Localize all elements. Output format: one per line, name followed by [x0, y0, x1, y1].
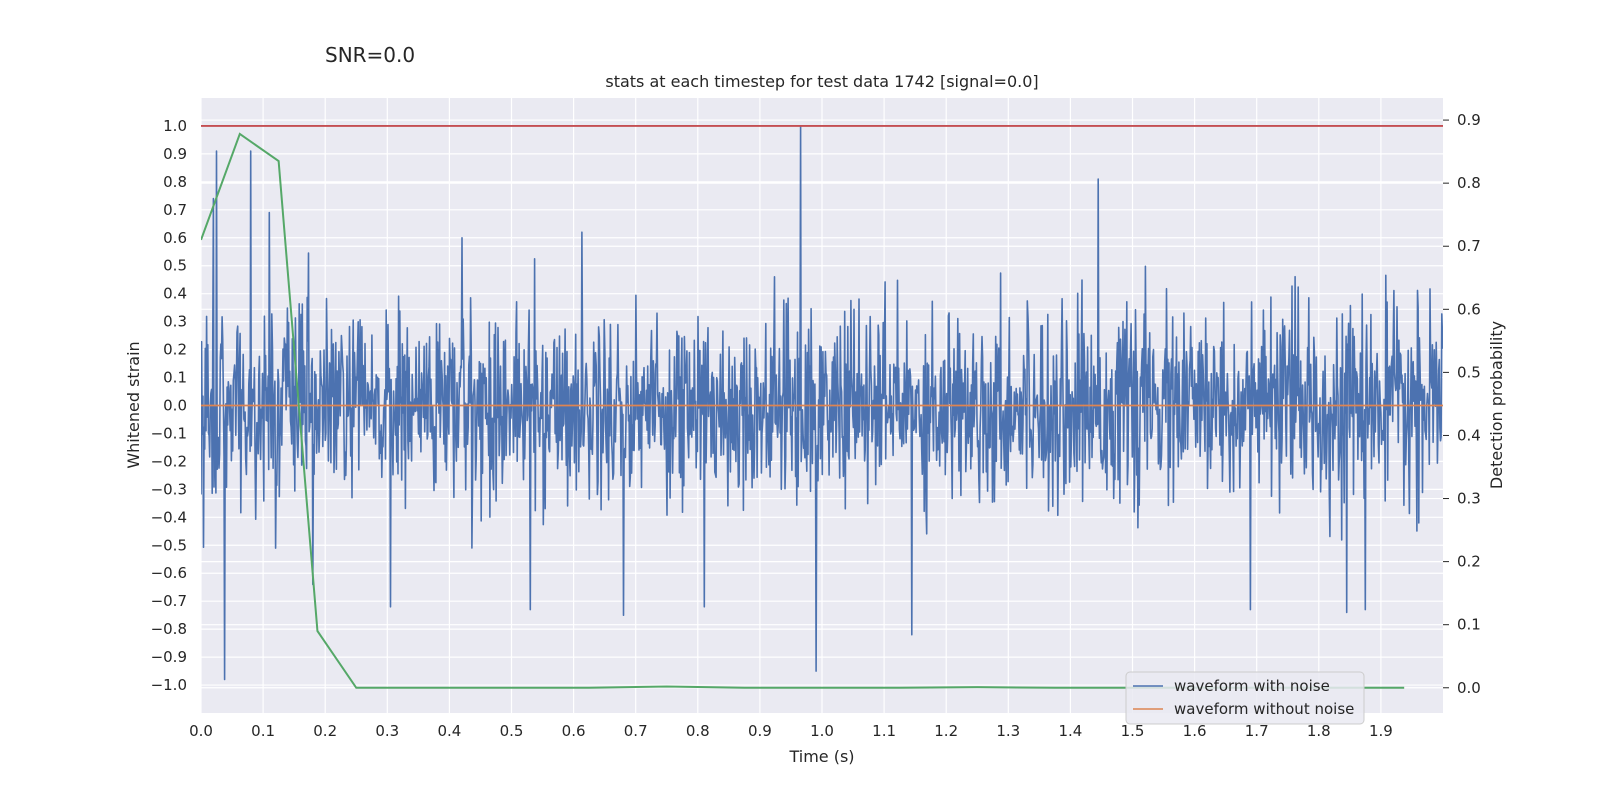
y-tick-label: 0.5 — [163, 257, 187, 275]
y-tick-label: 0.8 — [163, 173, 187, 191]
plot-area — [200, 98, 1443, 713]
x-tick-label: 1.8 — [1307, 722, 1331, 740]
x-tick-label: 0.3 — [375, 722, 399, 740]
y-tick-label: −0.3 — [151, 480, 187, 498]
x-tick-label: 0.9 — [748, 722, 772, 740]
x-tick-label: 1.3 — [996, 722, 1020, 740]
y2-tick-label: 0.2 — [1457, 553, 1481, 571]
y2-tick-label: 0.7 — [1457, 237, 1481, 255]
y-tick-label: 0.6 — [163, 229, 187, 247]
y-tick-label: 0.7 — [163, 201, 187, 219]
y2-tick-label: 0.3 — [1457, 490, 1481, 508]
y-tick-label: 0.0 — [163, 397, 187, 415]
legend-label-waveform-with-noise: waveform with noise — [1174, 677, 1330, 695]
y-axis-ticks: 1.0 0.9 0.8 0.7 0.6 0.5 0.4 0.3 0.2 0.1 0.0 −0.1 −0.… — [151, 117, 187, 694]
y2-axis-label: Detection probability — [1487, 321, 1506, 489]
y-tick-label: 0.1 — [163, 369, 187, 387]
series-waveform-with-noise — [201, 125, 1443, 681]
x-tick-label: 1.9 — [1369, 722, 1393, 740]
y-tick-label: −0.7 — [151, 592, 187, 610]
y-tick-label: −0.9 — [151, 648, 187, 666]
y-tick-label: 0.4 — [163, 285, 187, 303]
x-tick-label: 1.4 — [1058, 722, 1082, 740]
y2-axis-ticks: 0.9 0.8 0.7 0.6 0.5 0.4 0.3 0.2 0.1 0.0 — [1443, 111, 1481, 697]
y-axis-label: Whitened strain — [124, 341, 143, 468]
x-tick-label: 0.0 — [189, 722, 213, 740]
y-tick-label: −0.5 — [151, 536, 187, 554]
x-tick-label: 1.5 — [1121, 722, 1145, 740]
y2-tick-label: 0.8 — [1457, 174, 1481, 192]
legend: waveform with noise waveform without noi… — [1125, 671, 1365, 725]
suptitle: SNR=0.0 — [325, 43, 415, 67]
x-tick-label: 0.5 — [500, 722, 524, 740]
x-tick-label: 1.0 — [810, 722, 834, 740]
y-tick-label: 0.9 — [163, 145, 187, 163]
y-tick-label: −0.8 — [151, 620, 187, 638]
x-tick-label: 0.8 — [686, 722, 710, 740]
x-tick-label: 0.2 — [313, 722, 337, 740]
y-tick-label: 0.2 — [163, 341, 187, 359]
legend-box — [1125, 671, 1365, 725]
y-tick-label: −0.2 — [151, 452, 187, 470]
x-tick-label: 0.7 — [624, 722, 648, 740]
y-tick-label: −1.0 — [151, 676, 187, 694]
legend-label-waveform-without-noise: waveform without noise — [1174, 700, 1354, 718]
chart-title: stats at each timestep for test data 174… — [605, 72, 1038, 91]
x-tick-label: 0.1 — [251, 722, 275, 740]
y2-tick-label: 0.5 — [1457, 363, 1481, 381]
y2-tick-label: 0.4 — [1457, 426, 1481, 444]
x-tick-label: 1.2 — [934, 722, 958, 740]
y2-tick-label: 0.1 — [1457, 616, 1481, 634]
y-tick-label: 0.3 — [163, 313, 187, 331]
x-tick-label: 0.4 — [437, 722, 461, 740]
y2-tick-label: 0.6 — [1457, 300, 1481, 318]
y-tick-label: 1.0 — [163, 117, 187, 135]
x-tick-label: 1.1 — [872, 722, 896, 740]
x-tick-label: 1.6 — [1183, 722, 1207, 740]
x-axis-label: Time (s) — [788, 747, 854, 766]
y-tick-label: −0.6 — [151, 564, 187, 582]
y-tick-label: −0.4 — [151, 508, 187, 526]
x-tick-label: 1.7 — [1245, 722, 1269, 740]
x-axis-ticks: 0.0 0.1 0.2 0.3 0.4 0.5 0.6 0.7 0.8 0.9 1.0 1.1 1.2 1… — [189, 722, 1393, 740]
y2-tick-label: 0.0 — [1457, 679, 1481, 697]
y2-tick-label: 0.9 — [1457, 111, 1481, 129]
y-tick-label: −0.1 — [151, 424, 187, 442]
x-tick-label: 0.6 — [562, 722, 586, 740]
